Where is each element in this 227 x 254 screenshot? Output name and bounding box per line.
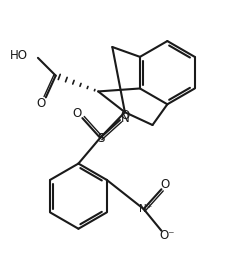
Text: N⁺: N⁺ — [138, 204, 152, 214]
Text: O: O — [160, 178, 169, 191]
Text: O: O — [72, 107, 82, 120]
Text: HO: HO — [10, 49, 28, 62]
Text: O⁻: O⁻ — [159, 229, 174, 242]
Text: S: S — [97, 132, 104, 145]
Text: N: N — [120, 112, 129, 125]
Text: O: O — [120, 109, 129, 122]
Text: O: O — [36, 97, 45, 110]
